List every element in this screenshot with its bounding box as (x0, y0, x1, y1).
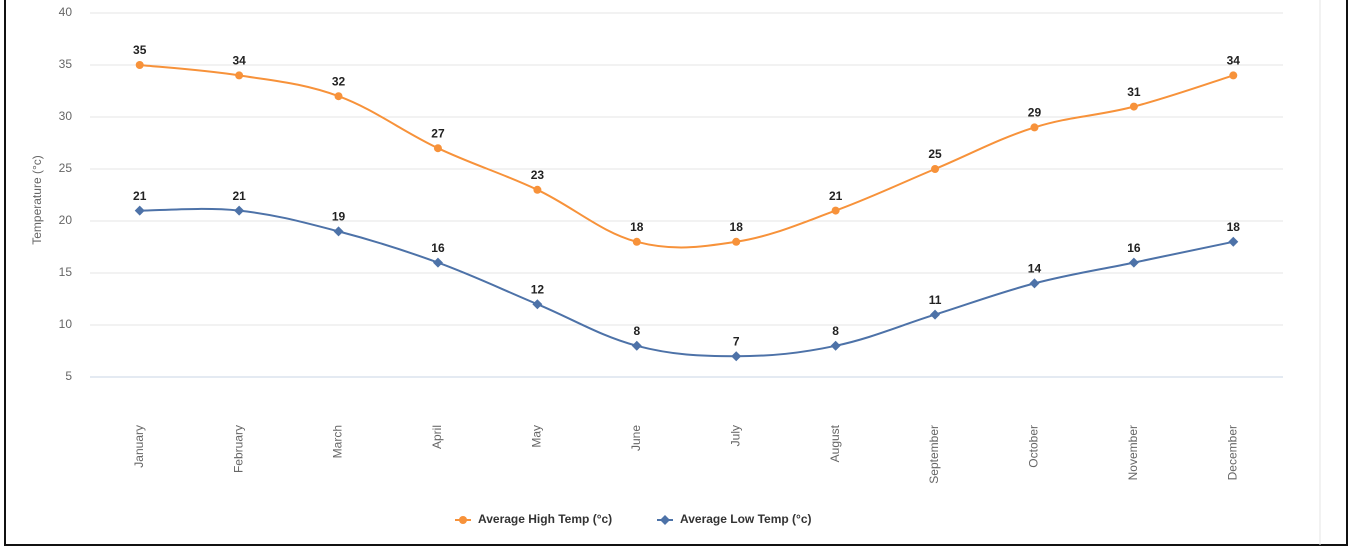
data-label: 18 (630, 220, 644, 234)
point (1229, 71, 1238, 80)
x-tick-label: March (331, 425, 345, 458)
data-label: 31 (1127, 85, 1141, 99)
point (234, 205, 245, 216)
point (1030, 123, 1039, 132)
data-label: 16 (1127, 241, 1141, 255)
x-tick-label: August (828, 424, 842, 462)
frame (4, 0, 1348, 546)
data-label: 35 (133, 43, 147, 57)
data-label: 23 (531, 168, 545, 182)
data-label: 27 (431, 126, 445, 140)
x-tick-label: June (629, 425, 643, 451)
x-tick-label: November (1126, 425, 1140, 480)
legend-label: Average High Temp (°c) (478, 512, 612, 526)
point (533, 185, 542, 194)
x-tick-label: September (927, 425, 941, 484)
point (135, 61, 144, 69)
y-tick-label: 25 (59, 161, 73, 175)
point (660, 515, 670, 525)
x-tick-label: December (1225, 425, 1239, 480)
y-tick-label: 20 (59, 213, 73, 227)
point (631, 340, 642, 351)
y-tick-label: 10 (59, 317, 73, 331)
legend-label: Average Low Temp (°c) (680, 512, 812, 526)
series-line (139, 207, 1234, 358)
x-tick-label: October (1027, 425, 1041, 468)
x-tick-label: February (231, 425, 245, 473)
data-label: 21 (133, 189, 147, 203)
data-label: 34 (232, 54, 246, 68)
y-tick-label: 35 (59, 57, 73, 71)
y-tick-label: 40 (59, 5, 73, 19)
x-tick-label: May (530, 425, 544, 448)
x-tick-label: January (132, 425, 146, 468)
x-tick-label: April (430, 425, 444, 449)
point (333, 226, 344, 237)
y-tick-label: 5 (65, 369, 72, 383)
y-axis-label: Temperature (°c) (30, 155, 44, 245)
point (1129, 102, 1138, 111)
point (930, 309, 941, 320)
point (532, 299, 543, 310)
point (830, 340, 841, 351)
data-label: 7 (733, 334, 740, 348)
data-label: 29 (1028, 106, 1042, 120)
point (235, 71, 244, 80)
data-label: 19 (332, 210, 346, 224)
point (1029, 278, 1040, 289)
data-label: 32 (332, 74, 346, 88)
data-label: 18 (1227, 220, 1241, 234)
series-line (139, 64, 1234, 249)
data-label: 8 (633, 324, 640, 338)
data-label: 18 (730, 220, 744, 234)
data-label: 8 (832, 324, 839, 338)
point (432, 257, 443, 268)
data-label: 12 (531, 282, 545, 296)
data-label: 34 (1227, 54, 1241, 68)
point (433, 144, 442, 153)
point (134, 205, 145, 216)
data-label: 16 (431, 241, 445, 255)
point (1128, 257, 1139, 268)
data-label: 21 (232, 189, 246, 203)
point (731, 351, 742, 362)
point (459, 516, 467, 524)
data-label: 25 (928, 147, 942, 161)
point (632, 237, 641, 246)
point (1228, 236, 1239, 247)
x-tick-label: July (728, 425, 742, 446)
data-label: 11 (929, 293, 942, 307)
y-tick-label: 30 (59, 109, 73, 123)
data-label: 21 (829, 189, 843, 203)
point (831, 206, 840, 215)
y-tick-label: 15 (59, 265, 73, 279)
point (334, 92, 343, 101)
point (931, 165, 940, 173)
data-label: 14 (1028, 262, 1042, 276)
point (732, 237, 741, 246)
